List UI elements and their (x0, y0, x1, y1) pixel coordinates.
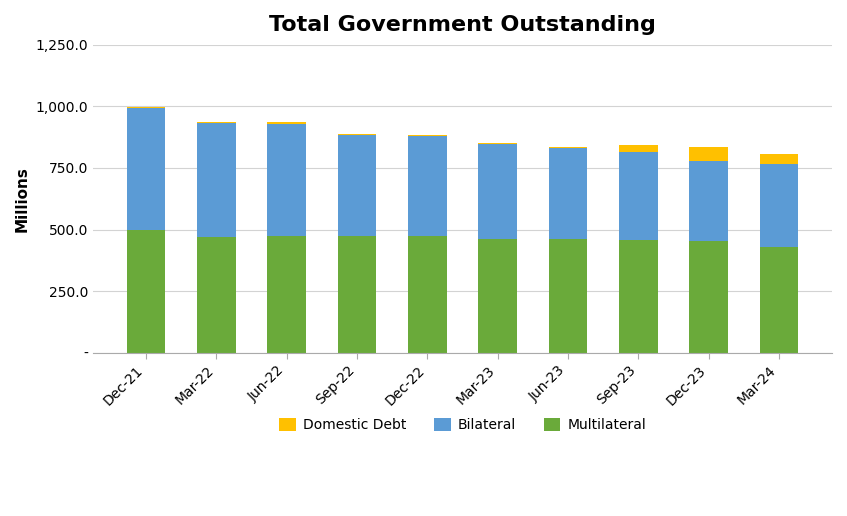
Bar (619, 152, 658, 240)
Bar (619, 240, 658, 352)
Bar (197, 237, 235, 352)
Bar (549, 148, 587, 239)
Bar (338, 136, 376, 236)
Bar (689, 162, 728, 241)
Bar (127, 230, 165, 352)
Bar (689, 147, 728, 162)
Bar (197, 123, 235, 237)
Bar (197, 122, 235, 123)
Bar (549, 239, 587, 352)
Bar (479, 144, 517, 239)
Bar (127, 107, 165, 108)
Bar (760, 247, 799, 352)
Bar (408, 135, 446, 136)
Bar (408, 236, 446, 352)
Bar (689, 241, 728, 352)
Title: Total Government Outstanding: Total Government Outstanding (269, 15, 656, 35)
Legend: Domestic Debt, Bilateral, Multilateral: Domestic Debt, Bilateral, Multilateral (274, 413, 651, 438)
Bar (268, 236, 306, 352)
Bar (338, 134, 376, 136)
Bar (268, 122, 306, 124)
Bar (338, 236, 376, 352)
Bar (479, 142, 517, 144)
Bar (479, 239, 517, 352)
Bar (760, 154, 799, 164)
Bar (760, 164, 799, 247)
Bar (408, 136, 446, 236)
Bar (549, 147, 587, 148)
Y-axis label: Millions: Millions (15, 166, 30, 232)
Bar (127, 108, 165, 230)
Bar (268, 124, 306, 236)
Bar (619, 145, 658, 152)
